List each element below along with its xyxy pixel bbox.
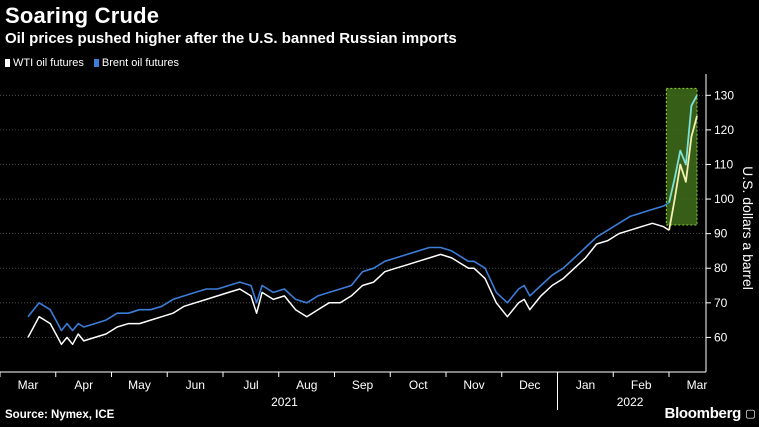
highlight-box xyxy=(665,87,698,226)
legend-swatch-brent xyxy=(93,59,99,67)
y-tick-label-110: 110 xyxy=(714,157,733,171)
chart-title: Soaring Crude xyxy=(5,3,160,28)
x-tick-label-apr-1: Apr xyxy=(74,378,93,392)
x-tick-label-jan-10: Jan xyxy=(576,378,595,392)
legend: WTI oil futures Brent oil futures xyxy=(5,57,179,69)
series-line-wti xyxy=(27,222,670,346)
x-tick-label-mar-0: Mar xyxy=(18,378,39,392)
series-line-brent-highlight xyxy=(668,94,698,203)
x-tick-label-oct-7: Oct xyxy=(409,378,428,392)
x-tick-label-jun-3: Jun xyxy=(186,378,205,392)
x-tick-label-may-2: May xyxy=(128,378,151,392)
legend-item-brent: Brent oil futures xyxy=(93,57,179,69)
y-axis-label: U.S. dollars a barrel xyxy=(740,166,756,290)
y-tick-label-60: 60 xyxy=(714,330,728,344)
y-tick-label-80: 80 xyxy=(714,261,728,275)
chart-subtitle: Oil prices pushed higher after the U.S. … xyxy=(5,30,457,47)
y-tick-label-90: 90 xyxy=(714,227,728,241)
year-label-2022: 2022 xyxy=(617,395,644,409)
brand-logo: Bloomberg xyxy=(664,405,742,422)
series-line-brent xyxy=(27,201,670,332)
y-tick-label-100: 100 xyxy=(714,192,734,206)
year-label-2021: 2021 xyxy=(271,395,298,409)
x-tick-label-dec-9: Dec xyxy=(519,378,540,392)
y-tick-label-120: 120 xyxy=(714,123,734,137)
x-tick-label-nov-8: Nov xyxy=(463,378,484,392)
y-tick-label-70: 70 xyxy=(714,296,728,310)
x-tick-label-sep-6: Sep xyxy=(352,378,374,392)
source-note: Source: Nymex, ICE xyxy=(5,409,115,421)
x-tick-label-aug-5: Aug xyxy=(296,378,317,392)
y-tick-label-130: 130 xyxy=(714,88,734,102)
x-tick-label-jul-4: Jul xyxy=(243,378,258,392)
bloomberg-terminal-icon: ▢ xyxy=(745,408,756,420)
x-tick-label-feb-11: Feb xyxy=(631,378,652,392)
legend-swatch-wti xyxy=(5,59,10,67)
series-line-wti-highlight xyxy=(668,115,698,231)
x-tick-label-mar-12: Mar xyxy=(687,378,708,392)
legend-label-wti: WTI oil futures xyxy=(13,57,84,69)
legend-label-brent: Brent oil futures xyxy=(101,57,179,69)
legend-item-wti: WTI oil futures xyxy=(5,57,84,69)
